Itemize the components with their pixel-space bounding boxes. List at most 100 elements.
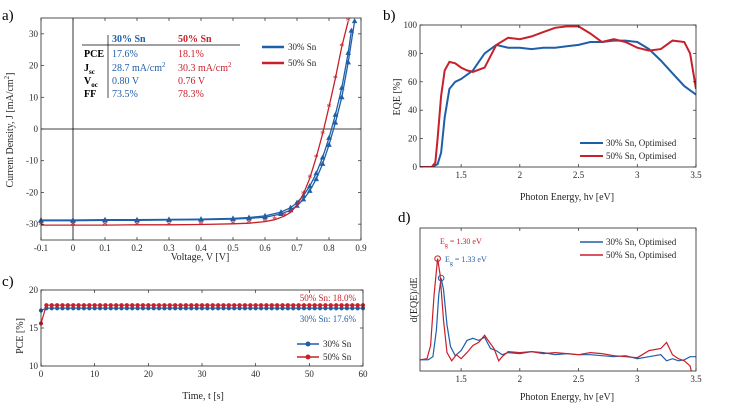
data-point	[216, 303, 221, 308]
data-point	[280, 306, 285, 311]
data-point	[194, 303, 199, 308]
data-point	[323, 303, 328, 308]
data-point	[162, 306, 167, 311]
data-point	[278, 209, 284, 215]
legend-entry-30: 30% Sn, Optimised	[606, 237, 677, 247]
data-point: *	[71, 221, 76, 232]
data-point	[199, 303, 205, 308]
data-point	[146, 306, 151, 311]
data-point	[71, 306, 76, 311]
data-point	[178, 306, 183, 311]
data-point	[332, 119, 339, 125]
data-point	[124, 303, 129, 308]
data-point	[226, 303, 231, 308]
data-point	[350, 303, 355, 308]
legend-entry-50: 50% Sn	[288, 58, 317, 68]
x-tick-label: 0.5	[227, 243, 239, 253]
data-point	[205, 303, 210, 308]
table-cell: 73.5%	[112, 89, 138, 100]
data-point	[156, 306, 162, 311]
data-point	[97, 306, 103, 311]
data-point	[140, 306, 146, 311]
data-point	[237, 306, 242, 311]
data-point	[242, 306, 248, 311]
panel-a: a) * * * * * * * * * * * **********-0.1 0 0.1 0.2 0.3 0.…	[2, 8, 367, 263]
data-point: *	[282, 212, 287, 223]
x-tick-label: 3	[635, 374, 640, 384]
y-tick-label: 40	[408, 105, 418, 115]
y-tick-label: 30	[29, 29, 39, 39]
data-point: *	[167, 220, 172, 231]
y-tick-label: -20	[26, 187, 38, 197]
x-tick-label: 3.5	[690, 374, 702, 384]
x-tick-label: 2.5	[573, 374, 585, 384]
panel-d-plot: 1.5 2 2.5 3 3.5	[419, 227, 702, 384]
data-point	[65, 306, 70, 311]
table-row-label: FF	[84, 89, 96, 100]
legend-entry-30: 30% Sn	[288, 42, 317, 52]
table-row-label: Jsc	[84, 63, 95, 76]
y-tick-label: 20	[408, 134, 418, 144]
panel-d-ylabel: d(EQE)/dE	[409, 278, 420, 323]
data-point	[81, 306, 87, 311]
data-point	[319, 160, 326, 166]
data-point	[108, 306, 113, 311]
annotation-50: 50% Sn: 18.0%	[300, 293, 357, 303]
legend-entry-50: 50% Sn, Optimised	[606, 250, 677, 260]
x-tick-label: 60	[359, 369, 369, 379]
data-point	[194, 306, 199, 311]
data-point: *	[301, 190, 306, 201]
data-point	[291, 303, 296, 308]
y-tick-label: 80	[408, 48, 418, 58]
x-tick-label: 0.3	[163, 243, 175, 253]
x-tick-label: 2	[518, 374, 523, 384]
plot-frame	[419, 227, 697, 372]
x-tick-label: 0.9	[355, 243, 367, 253]
data-point: *	[327, 102, 332, 113]
y-tick-label: 20	[29, 285, 39, 295]
data-point	[307, 306, 312, 311]
x-tick-label: 2.5	[573, 170, 585, 180]
data-point	[189, 306, 194, 311]
eg-marker	[434, 255, 441, 262]
data-point	[300, 196, 307, 202]
x-tick-label: 2	[518, 170, 523, 180]
data-point	[70, 217, 76, 223]
data-point	[151, 303, 156, 308]
data-point	[332, 111, 339, 117]
data-point	[319, 154, 326, 160]
y-tick-label: -30	[26, 219, 38, 229]
data-point: *	[135, 220, 140, 231]
data-point	[307, 187, 313, 193]
data-point	[301, 306, 307, 311]
data-point	[326, 134, 332, 140]
panel-a-ylabel: Current Density, J [mA/cm2]	[3, 72, 16, 187]
data-point	[135, 303, 140, 308]
table-cell: 18.1%	[178, 49, 204, 60]
data-point	[317, 306, 323, 311]
data-point: *	[247, 219, 252, 230]
table-cell: 17.6%	[112, 49, 138, 60]
data-point	[350, 306, 355, 311]
x-tick-label: 3	[635, 170, 640, 180]
data-point	[275, 303, 280, 308]
data-point	[146, 303, 151, 308]
data-point	[345, 49, 351, 55]
y-tick-label: 10	[29, 361, 39, 371]
data-point	[60, 306, 65, 311]
y-tick-label: 0	[34, 124, 39, 134]
data-point	[339, 306, 344, 311]
panel-b-xlabel: Photon Energy, hν [eV]	[520, 192, 614, 203]
data-point	[355, 303, 360, 308]
eg-annotation-50: Eg = 1.30 eV	[440, 237, 482, 249]
data-point	[253, 303, 258, 308]
x-tick-label: 0.4	[195, 243, 207, 253]
data-point	[242, 303, 248, 308]
eqe-curve-0	[420, 39, 696, 167]
data-point	[183, 303, 188, 308]
data-point	[76, 303, 81, 308]
data-point	[334, 303, 339, 308]
data-point	[173, 303, 178, 308]
x-tick-label: 0.1	[99, 243, 110, 253]
